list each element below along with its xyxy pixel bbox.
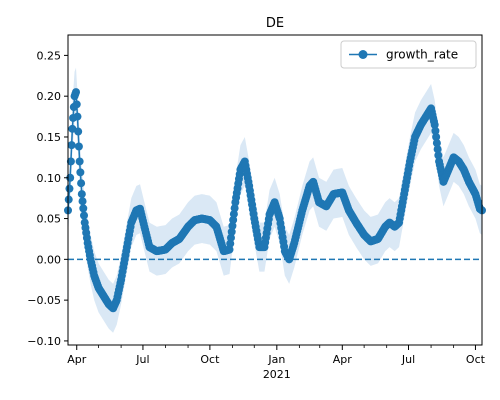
- series-layer: [64, 88, 486, 313]
- y-tick-label: 0.20: [37, 90, 62, 103]
- y-tick-label: 0.05: [37, 213, 62, 226]
- data-point: [79, 204, 88, 213]
- data-point: [432, 139, 441, 148]
- y-tick-label: 0.15: [37, 131, 62, 144]
- x-tick-label: Apr: [333, 353, 353, 366]
- data-point: [226, 239, 235, 248]
- y-tick-label: −0.05: [27, 294, 61, 307]
- x-year-label: 2021: [263, 368, 291, 381]
- data-point: [432, 132, 441, 141]
- data-point: [76, 168, 85, 177]
- data-point: [66, 157, 75, 166]
- plot-frame: [67, 34, 483, 346]
- data-point: [227, 227, 236, 236]
- x-tick-label: Jul: [401, 353, 415, 366]
- data-point: [73, 112, 82, 121]
- data-point: [433, 145, 442, 154]
- legend: growth_rate: [340, 40, 477, 69]
- data-point: [67, 141, 76, 150]
- data-point: [226, 233, 235, 242]
- data-point: [78, 197, 87, 206]
- data-point: [225, 245, 234, 254]
- y-tick-label: −0.10: [27, 335, 61, 348]
- data-point: [74, 142, 83, 151]
- data-point: [80, 211, 89, 220]
- x-tick-label: Oct: [466, 353, 486, 366]
- legend-marker-swatch: [358, 50, 368, 59]
- axes-layer: −0.10 −0.05 0.00 0.05 0.10 0.15 0.20 0.25 Apr Jul…: [27, 34, 486, 381]
- x-tick-label: Jan: [267, 353, 285, 366]
- y-tick-label: 0.10: [37, 172, 62, 185]
- data-point: [64, 195, 73, 204]
- data-point: [77, 179, 86, 188]
- data-point: [72, 88, 80, 97]
- x-tick-label: Oct: [200, 353, 220, 366]
- data-point: [228, 221, 237, 230]
- y-tick-label: 0.00: [37, 253, 62, 266]
- data-point: [75, 157, 84, 166]
- data-point: [229, 210, 238, 219]
- data-point: [430, 120, 439, 129]
- data-point: [431, 126, 440, 135]
- legend-box: [340, 40, 477, 69]
- data-point: [434, 151, 443, 160]
- x-tick-label: Jul: [135, 353, 149, 366]
- data-point: [230, 204, 239, 213]
- data-point: [77, 190, 86, 199]
- chart-title: DE: [266, 16, 284, 31]
- y-tick-label: 0.25: [37, 49, 62, 62]
- x-tick-label: Apr: [67, 353, 87, 366]
- data-point: [65, 184, 74, 193]
- data-point: [72, 100, 81, 109]
- data-point: [229, 215, 238, 224]
- data-point: [74, 127, 83, 136]
- legend-label-growth-rate: growth_rate: [386, 48, 458, 62]
